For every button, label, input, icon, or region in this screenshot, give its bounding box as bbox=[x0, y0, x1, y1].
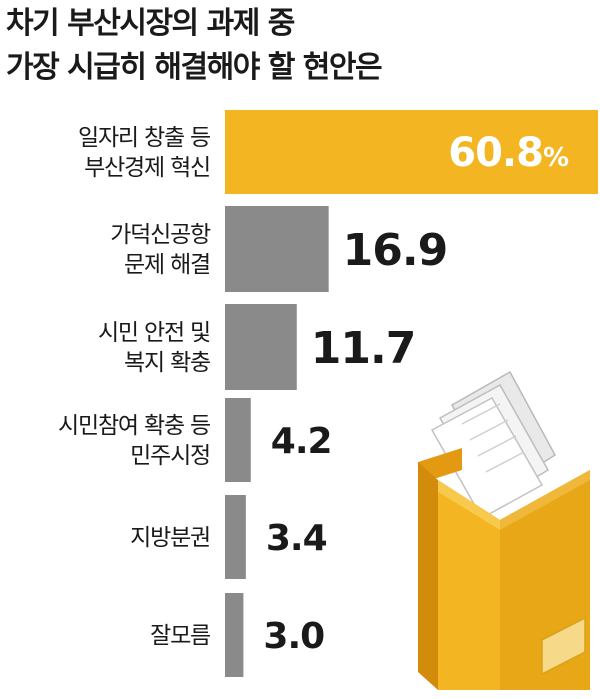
value-percent-sign: % bbox=[543, 143, 569, 173]
bar-5 bbox=[225, 593, 244, 677]
file-box-with-papers-icon bbox=[418, 370, 590, 690]
bar-3 bbox=[225, 398, 251, 482]
value-number: 60.8 bbox=[448, 130, 543, 176]
category-label-line: 문제 해결 bbox=[124, 252, 210, 278]
category-label-line: 가덕신공항 bbox=[110, 222, 211, 248]
category-label-line: 지방분권 bbox=[130, 525, 210, 551]
value-label-1: 16.9 bbox=[343, 225, 448, 276]
value-label-4: 3.4 bbox=[266, 518, 327, 559]
chart-title-line-2: 가장 시급히 해결해야 할 현안은 bbox=[6, 50, 383, 85]
value-label-2: 11.7 bbox=[311, 323, 416, 374]
bar-1 bbox=[225, 206, 329, 292]
bar-0 bbox=[225, 110, 598, 194]
value-label-5: 3.0 bbox=[263, 616, 324, 657]
chart-title-line-1: 차기 부산시장의 과제 중 bbox=[6, 6, 295, 41]
category-label-5: 잘모름 bbox=[150, 623, 210, 649]
category-label-line: 시민참여 확충 등 bbox=[58, 413, 210, 439]
value-label-3: 4.2 bbox=[271, 421, 332, 462]
category-label-line: 시민 안전 및 bbox=[98, 320, 210, 346]
category-label-4: 지방분권 bbox=[130, 525, 210, 551]
bar-2 bbox=[225, 304, 297, 390]
category-label-line: 부산경제 혁신 bbox=[84, 155, 210, 181]
category-label-line: 민주시정 bbox=[130, 443, 210, 469]
chart-title: 차기 부산시장의 과제 중 가장 시급히 해결해야 할 현안은 bbox=[6, 2, 596, 90]
bar-4 bbox=[225, 495, 246, 579]
category-label-line: 일자리 창출 등 bbox=[78, 125, 210, 151]
category-label-line: 잘모름 bbox=[150, 623, 210, 649]
category-label-line: 복지 확충 bbox=[124, 350, 210, 376]
value-label-0: 60.8% bbox=[448, 130, 569, 176]
